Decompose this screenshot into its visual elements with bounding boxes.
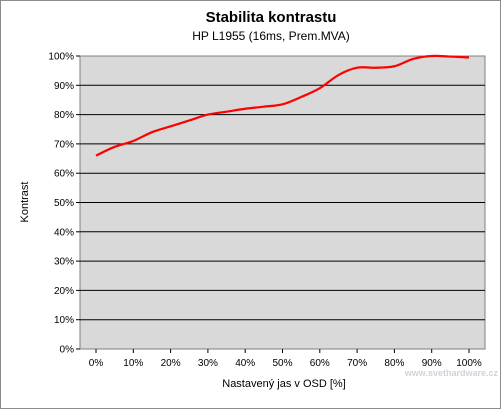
- x-tick-label: 20%: [161, 358, 181, 369]
- y-tick-label: 70%: [54, 139, 74, 150]
- chart-title: Stabilita kontrastu: [206, 9, 337, 26]
- x-tick-label: 10%: [123, 358, 143, 369]
- watermark: www.svethardware.cz: [404, 368, 499, 378]
- y-axis-label: Kontrast: [19, 182, 31, 223]
- x-tick-label: 60%: [310, 358, 330, 369]
- y-tick-label: 90%: [54, 81, 74, 92]
- series-line-kontrast: [95, 54, 470, 157]
- y-tick-label: 30%: [54, 257, 74, 268]
- y-tick-label: 60%: [54, 169, 74, 180]
- x-axis-label: Nastavený jas v OSD [%]: [222, 378, 346, 390]
- y-tick-labels: 0% 10% 20% 30% 40% 50% 60% 70% 80% 90% 100%: [48, 52, 80, 356]
- x-tick-label: 90%: [422, 358, 442, 369]
- x-tick-label: 50%: [272, 358, 292, 369]
- y-tick-label: 50%: [54, 198, 74, 209]
- grid-lines: [80, 84, 485, 321]
- y-tick-label: 10%: [54, 315, 74, 326]
- y-tick-label: 100%: [48, 52, 74, 63]
- x-tick-label: 0%: [89, 358, 104, 369]
- x-tick-label: 40%: [235, 358, 255, 369]
- chart-subtitle: HP L1955 (16ms, Prem.MVA): [192, 29, 350, 43]
- y-tick-label: 0%: [60, 345, 75, 356]
- y-tick-label: 80%: [54, 110, 74, 121]
- x-tick-label: 30%: [198, 358, 218, 369]
- x-tick-labels: 0% 10% 20% 30% 40% 50% 60% 70% 80% 90% 100%: [89, 349, 482, 369]
- series-group: [95, 54, 470, 157]
- x-tick-label: 80%: [384, 358, 404, 369]
- y-tick-label: 40%: [54, 227, 74, 238]
- y-tick-label: 20%: [54, 286, 74, 297]
- x-tick-label: 100%: [456, 358, 482, 369]
- x-tick-label: 70%: [347, 358, 367, 369]
